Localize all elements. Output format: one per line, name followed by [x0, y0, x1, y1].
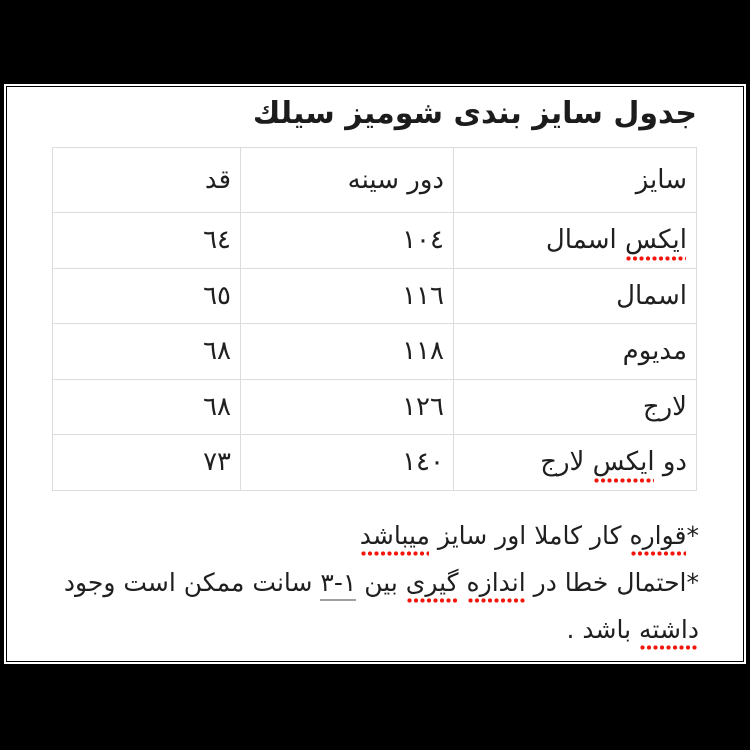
table-row: اسمال ١١٦ ٦٥: [52, 267, 697, 324]
length-cell: ٦٨: [52, 323, 241, 380]
table-row: ایکس اسمال ١٠٤ ٦٤: [52, 212, 697, 269]
misspelled-word: قواره: [629, 521, 687, 550]
footnote-oversize: *قواره کار کاملا اور سایز میباشد: [50, 512, 699, 559]
misspelled-word: میباشد: [359, 521, 430, 550]
footnote-tolerance-line1: *احتمال خطا در اندازه گیری بین ١-٣ سانت …: [50, 559, 699, 606]
note-text: *احتمال خطا در: [525, 568, 699, 597]
chest-cell: ١١٦: [240, 267, 454, 324]
size-text: اسمال: [616, 280, 687, 311]
measurement-range: ١-٣: [320, 568, 357, 601]
misspelled-word: داشته: [639, 615, 699, 644]
note-text: سانت ممکن است وجود: [63, 568, 321, 597]
size-text: اسمال: [545, 225, 626, 256]
size-cell: اسمال: [453, 267, 697, 324]
note-text: باشد .: [566, 615, 640, 644]
size-table: سایز دور سینه قد ایکس اسمال ١٠٤ ٦٤ اسمال…: [52, 147, 697, 491]
page-title: جدول سایز بندی شومیز سیلك: [252, 96, 697, 131]
size-text: لارج: [540, 447, 593, 478]
misspelled-word: اندازه: [466, 568, 526, 597]
size-text: لارج: [642, 391, 687, 422]
chest-cell: ١٢٦: [240, 378, 454, 435]
size-cell: مدیوم: [453, 323, 697, 380]
note-text: کار کاملا اور سایز: [429, 521, 630, 550]
size-cell: ایکس اسمال: [453, 212, 697, 269]
misspelled-word: ایکس: [592, 447, 655, 478]
misspelled-word: ایکس: [625, 225, 687, 256]
size-text: دو: [654, 447, 687, 478]
table-row: دو ایکس لارج ١٤٠ ٧٣: [52, 434, 697, 491]
table-row: لارج ١٢٦ ٦٨: [52, 378, 697, 435]
asterisk: *: [686, 521, 700, 550]
note-text: [459, 568, 467, 597]
size-text: مدیوم: [622, 336, 687, 367]
length-cell: ٦٥: [52, 267, 241, 324]
header-cell-size: سایز: [453, 147, 697, 213]
footnote-tolerance-line2: داشته باشد .: [50, 606, 699, 653]
note-text: بین: [356, 568, 406, 597]
length-cell: ٦٤: [52, 212, 241, 269]
chest-cell: ١٠٤: [240, 212, 454, 269]
chest-cell: ١١٨: [240, 323, 454, 380]
footnotes: *قواره کار کاملا اور سایز میباشد *احتمال…: [50, 512, 699, 653]
table-row: مدیوم ١١٨ ٦٨: [52, 323, 697, 380]
header-cell-chest: دور سینه: [240, 147, 454, 213]
chest-cell: ١٤٠: [240, 434, 454, 491]
misspelled-word: گیری: [405, 568, 459, 597]
length-cell: ٦٨: [52, 378, 241, 435]
size-cell: دو ایکس لارج: [453, 434, 697, 491]
header-cell-length: قد: [52, 147, 241, 213]
length-cell: ٧٣: [52, 434, 241, 491]
table-header-row: سایز دور سینه قد: [52, 147, 697, 213]
size-cell: لارج: [453, 378, 697, 435]
